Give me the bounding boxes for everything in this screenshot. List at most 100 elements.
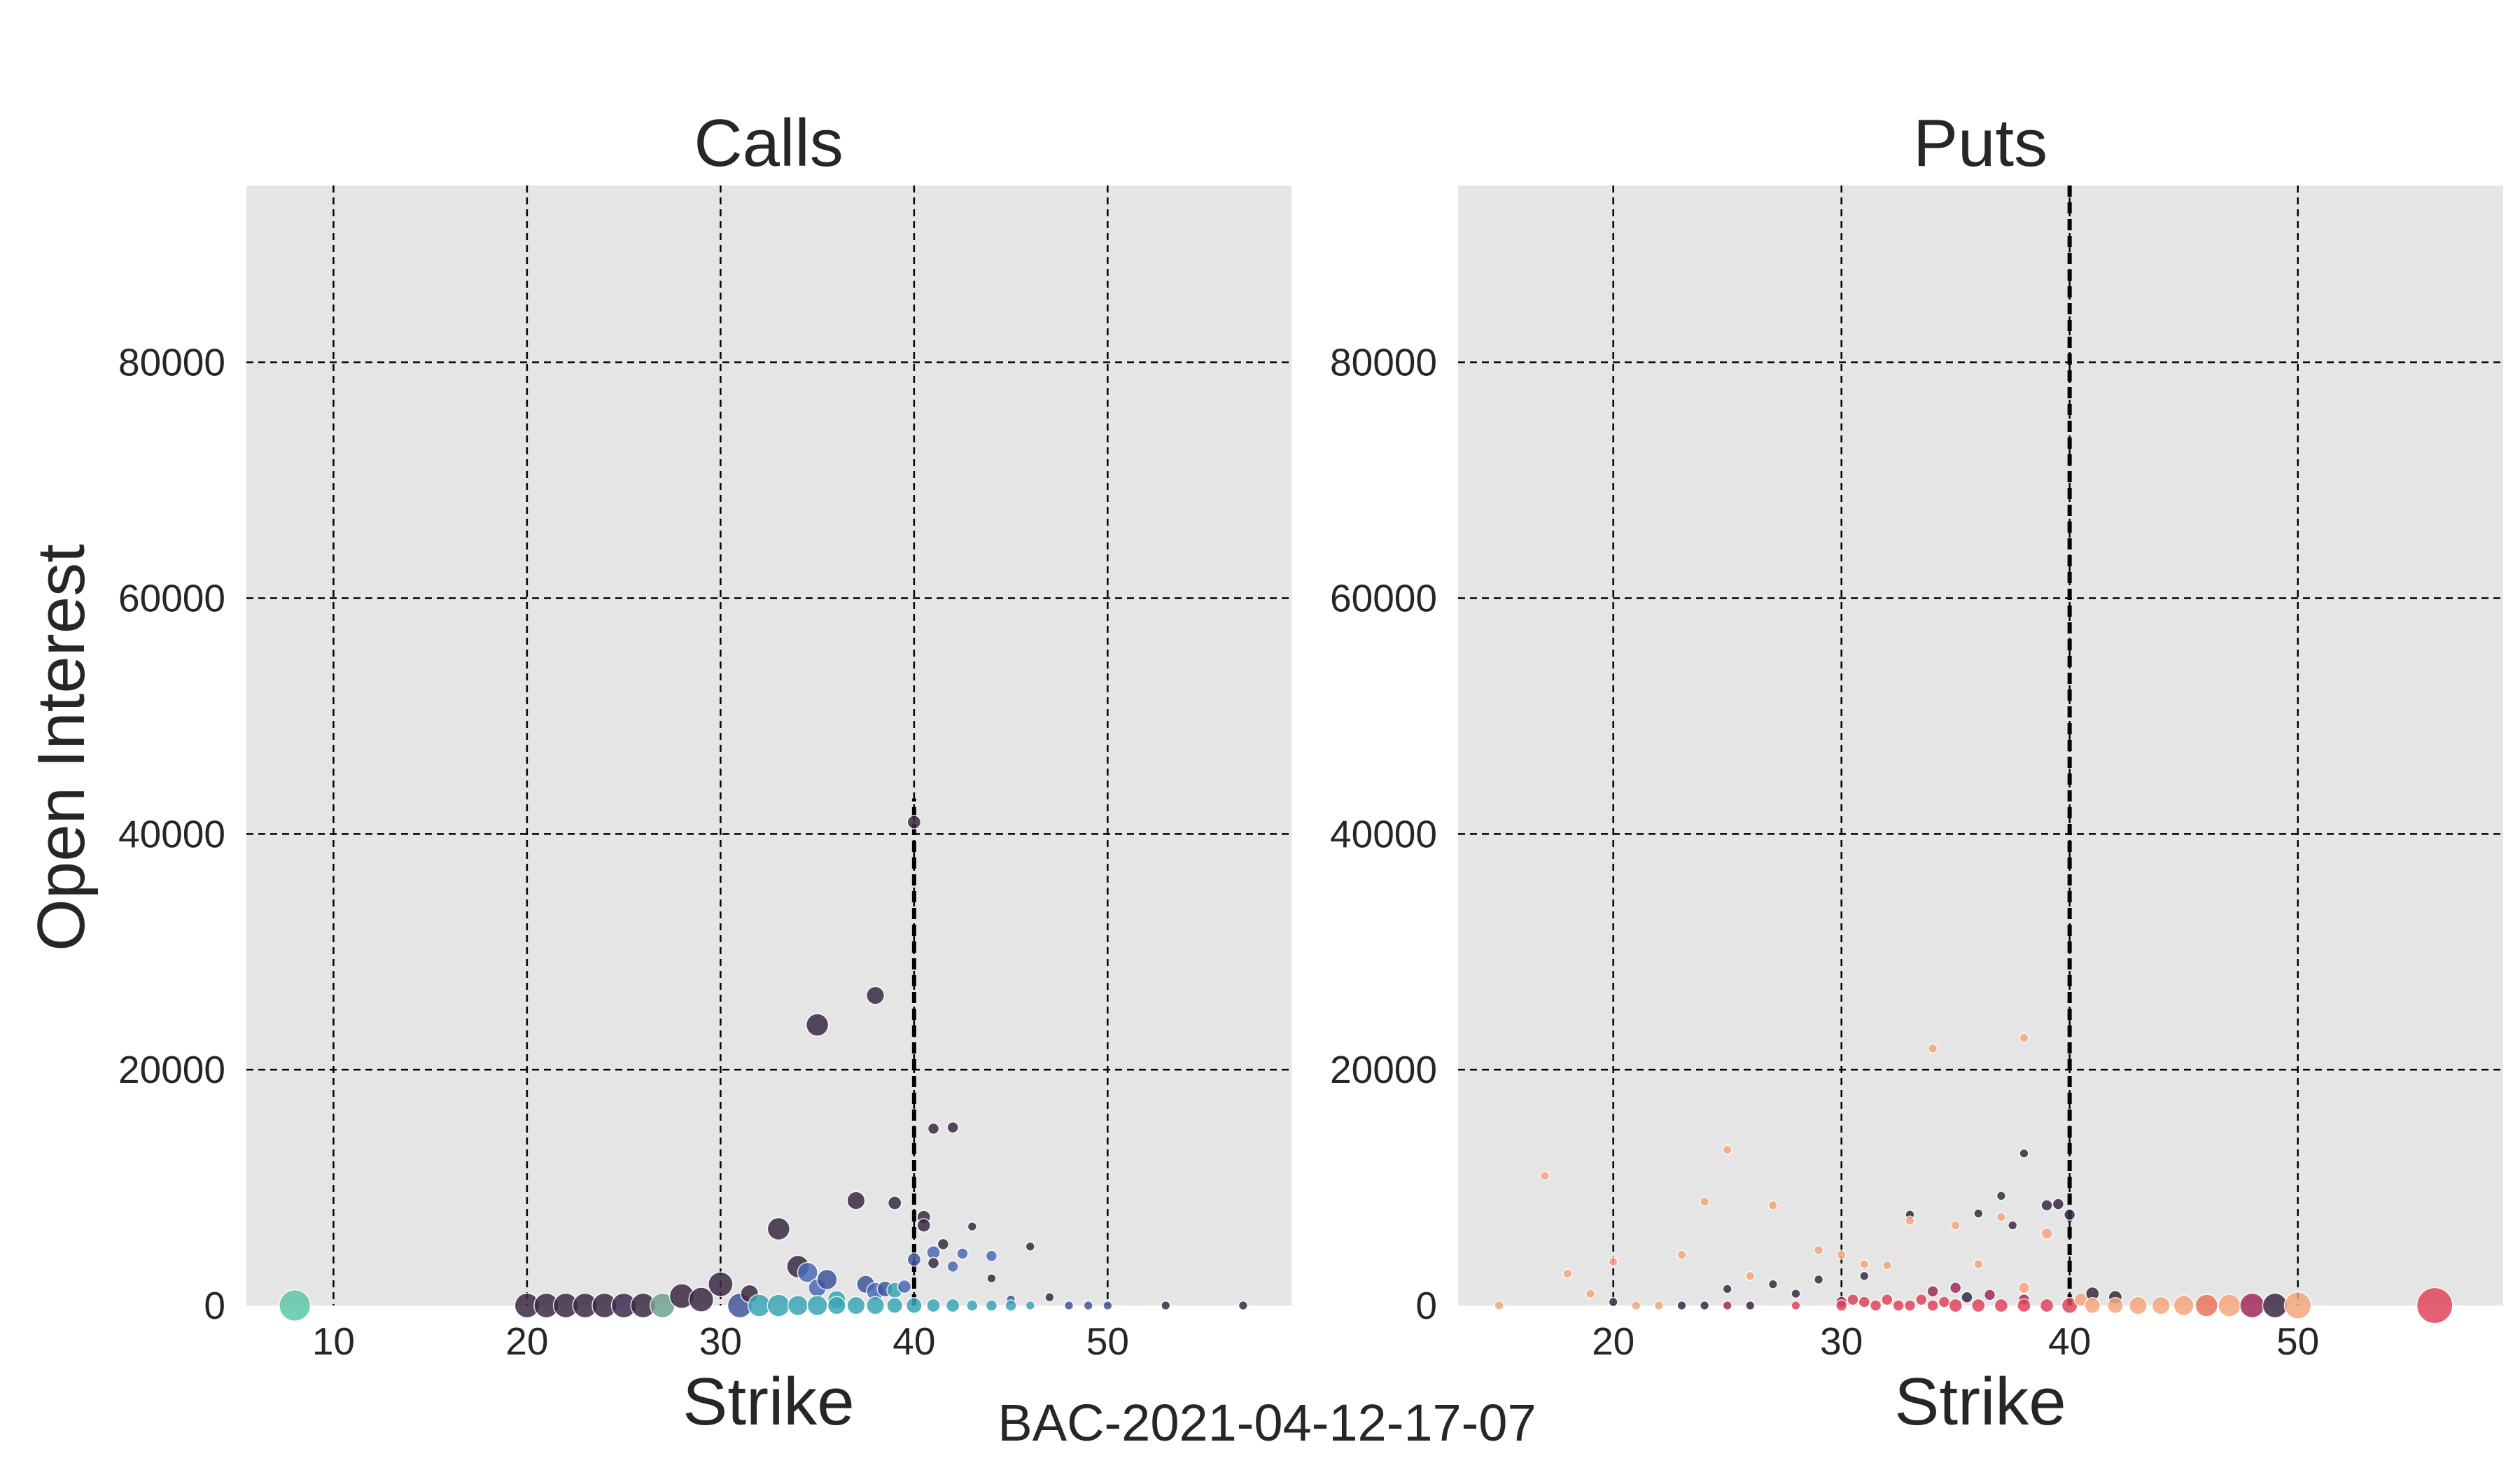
puts-data-point [2007,1220,2018,1231]
puts-y-tick-label: 20000 [1330,1048,1437,1091]
calls-data-point [946,1260,959,1273]
calls-data-point [1063,1300,1074,1311]
puts-data-point [1653,1300,1665,1311]
puts-data-point [2039,1298,2054,1313]
puts-title: Puts [1913,106,2047,181]
puts-data-point [2262,1292,2288,1319]
puts-data-point [1881,1293,1893,1306]
puts-data-point [1903,1299,1917,1312]
puts-x-tick-label: 30 [1820,1320,1863,1363]
puts-data-point [1631,1300,1642,1311]
puts-data-point [2084,1297,2101,1314]
puts-data-point [1813,1274,1824,1285]
puts-data-point [1676,1250,1687,1260]
puts-data-point [1791,1289,1801,1299]
puts-x-tick-label: 50 [2276,1320,2319,1363]
calls-plot-area [246,186,1292,1306]
puts-data-point [2173,1294,2194,1317]
calls-x-tick-label: 10 [312,1320,355,1363]
puts-data-point [2283,1292,2312,1320]
puts-data-point [1859,1270,1870,1282]
puts-y-tick-label: 40000 [1330,812,1437,855]
calls-data-point [887,1196,902,1210]
calls-data-point [927,1256,940,1270]
calls-panel: 10 20 30 40 50 0 20000 40000 60000 80000 Calls S… [118,106,1292,1439]
puts-data-point [1859,1259,1870,1270]
calls-data-point [906,815,922,830]
calls-data-point [866,1296,886,1315]
calls-data-point [985,1299,998,1312]
puts-data-point [1539,1170,1550,1181]
puts-data-point [1926,1299,1939,1312]
puts-y-tick-label: 0 [1415,1284,1437,1327]
puts-data-point [1961,1291,1973,1303]
puts-data-point [1892,1299,1905,1312]
calls-data-point [1025,1241,1035,1252]
puts-data-point [1847,1293,1859,1306]
calls-x-tick-label: 50 [1086,1320,1129,1363]
puts-data-point [1973,1259,1984,1270]
puts-data-point [1996,1191,2006,1201]
calls-data-point [1238,1300,1249,1311]
puts-data-point [1791,1300,1801,1311]
puts-data-point [1948,1298,1963,1313]
calls-data-point [816,1268,838,1291]
calls-y-tick-label: 20000 [118,1048,225,1091]
calls-data-point [905,1297,923,1314]
calls-y-tick-label: 40000 [118,812,225,855]
puts-data-point [2019,1032,2029,1043]
calls-data-point [1083,1300,1093,1311]
puts-data-point [1973,1208,1984,1219]
puts-data-point [1914,1293,1928,1306]
calls-y-tick-label: 60000 [118,576,225,620]
calls-data-point [916,1218,932,1233]
puts-data-point [2040,1227,2053,1240]
calls-data-point [906,1252,922,1267]
footer-label: BAC-2021-04-12-17-07 [997,1394,1536,1452]
calls-data-point [926,1298,941,1313]
calls-data-point [787,1294,809,1317]
puts-y-tick-label: 80000 [1330,341,1437,384]
calls-data-point [986,1273,997,1284]
calls-data-point [1044,1292,1055,1303]
puts-data-point [1836,1250,1847,1260]
calls-data-point [766,1217,791,1241]
puts-data-point [1927,1043,1938,1054]
calls-data-point [985,1250,998,1263]
puts-x-tick-label: 40 [2048,1320,2091,1363]
calls-data-point [886,1297,904,1314]
calls-points [278,815,1249,1322]
calls-data-point [956,1247,969,1260]
calls-data-point [797,1261,818,1283]
calls-data-point [846,1191,866,1210]
calls-data-point [1025,1300,1035,1311]
puts-data-point [2063,1208,2076,1222]
puts-x-ticks: 20 30 40 50 [1592,1320,2319,1363]
calls-data-point [846,1296,866,1315]
puts-data-point [1970,1298,1986,1313]
calls-data-point [1004,1299,1017,1312]
puts-data-point [1994,1298,2009,1313]
calls-data-point [708,1271,734,1298]
calls-title: Calls [694,106,843,181]
puts-data-point [2151,1296,2171,1315]
puts-data-point [1858,1296,1870,1308]
puts-data-point [1938,1296,1951,1308]
puts-data-point [1996,1212,2006,1222]
calls-data-point [766,1294,791,1317]
calls-data-point [927,1122,940,1135]
calls-data-point [897,1279,912,1294]
puts-data-point [1983,1289,1996,1301]
puts-panel: 20 30 40 50 0 20000 40000 60000 80000 Puts Stri… [1330,106,2503,1439]
puts-x-tick-label: 20 [1592,1320,1634,1363]
calls-data-point [937,1238,950,1251]
puts-data-point [1608,1256,1618,1267]
puts-data-point [2194,1294,2218,1317]
puts-data-point [1950,1220,1961,1231]
puts-y-tick-label: 60000 [1330,576,1437,620]
puts-data-point [2106,1297,2124,1314]
puts-data-point [1699,1300,1710,1311]
calls-x-tick-label: 40 [892,1320,935,1363]
puts-data-point [1494,1300,1504,1311]
calls-data-point [945,1298,960,1313]
